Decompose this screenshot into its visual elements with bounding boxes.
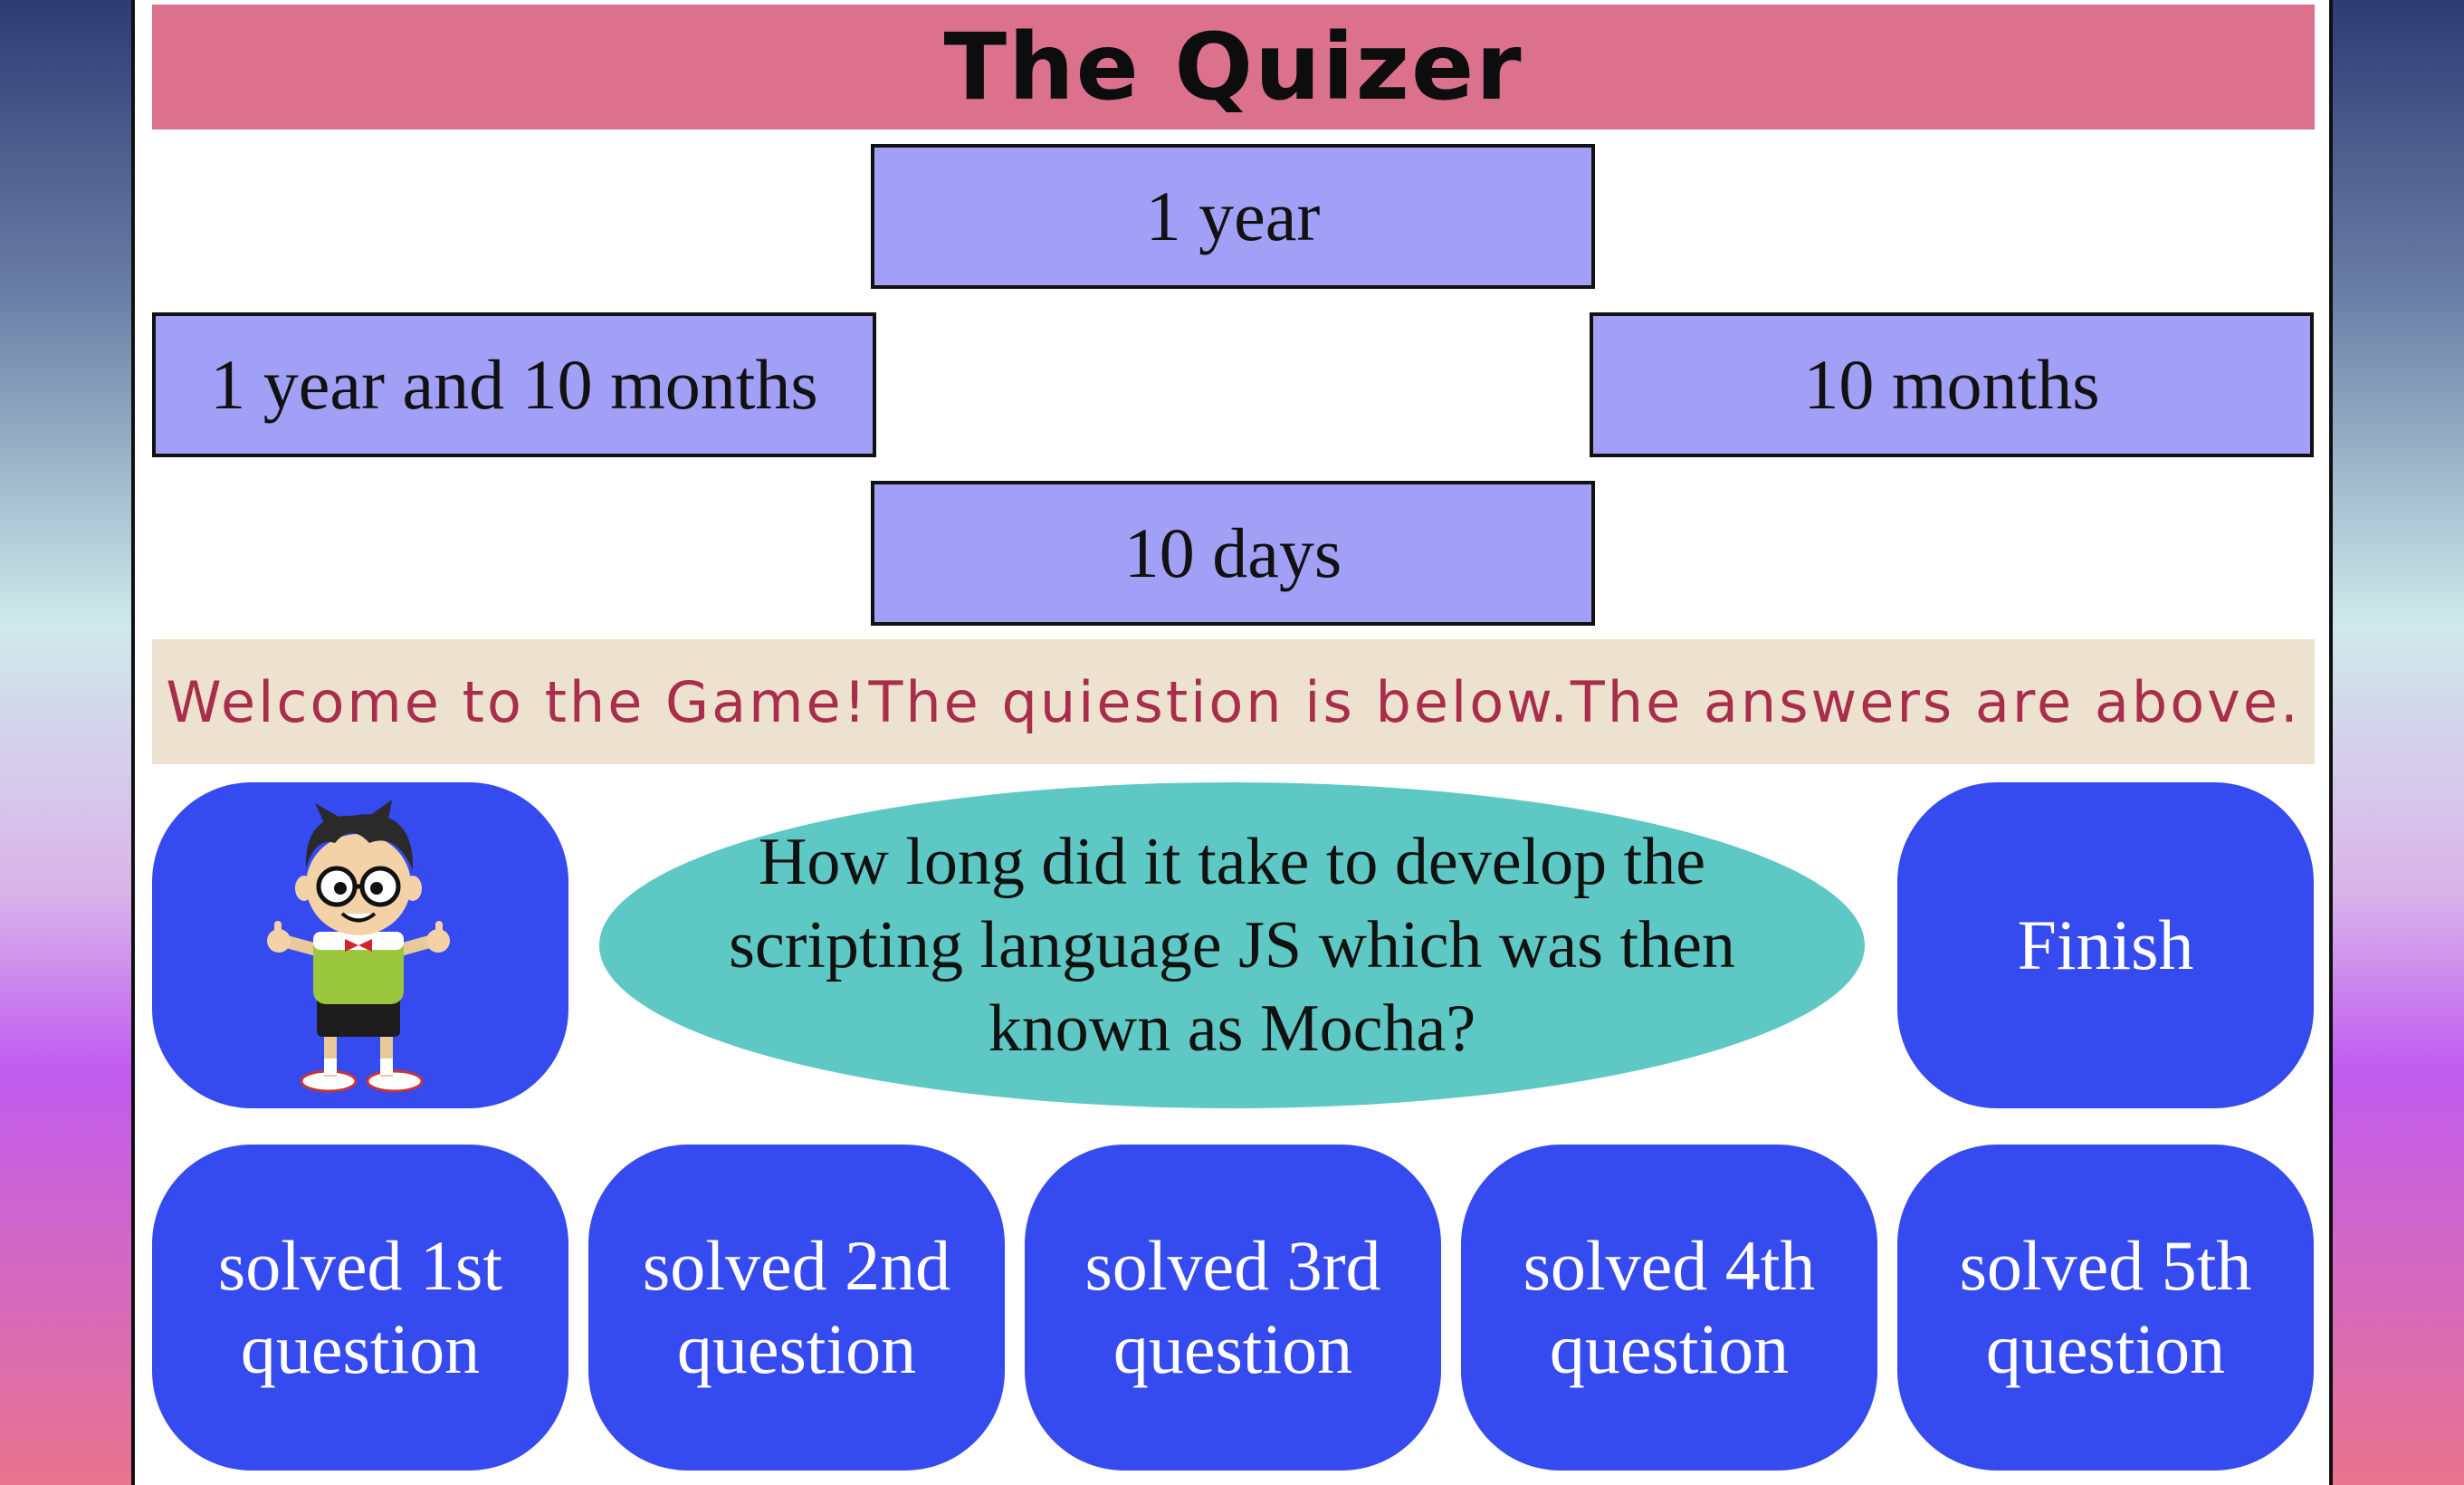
answer-top[interactable]: 1 year: [871, 144, 1595, 289]
progress-badge-2: solved 2nd question: [588, 1145, 1005, 1471]
question-text: How long did it take to develop the scri…: [729, 825, 1735, 1066]
progress-badge-5: solved 5th question: [1897, 1145, 2314, 1471]
progress-badge-label: question: [1985, 1309, 2226, 1388]
welcome-message: Welcome to the Game!The quiestion is bel…: [166, 668, 2301, 735]
progress-badge-label: question: [1113, 1309, 1353, 1388]
progress-badge-label: solved 3rd: [1084, 1226, 1381, 1305]
answer-bottom[interactable]: 10 days: [871, 481, 1595, 626]
progress-badge-label: solved 4th: [1523, 1226, 1816, 1305]
progress-badge-4: solved 4th question: [1461, 1145, 1877, 1471]
answer-left[interactable]: 1 year and 10 months: [152, 312, 876, 457]
progress-badge-3: solved 3rd question: [1025, 1145, 1441, 1471]
progress-badge-1: solved 1st question: [152, 1145, 568, 1471]
progress-badge-label: solved 1st: [217, 1226, 503, 1305]
progress-badge-label: solved 5th: [1959, 1226, 2252, 1305]
progress-badge-label: question: [1549, 1309, 1790, 1388]
progress-badge-label: question: [676, 1309, 917, 1388]
answer-right[interactable]: 10 months: [1590, 312, 2314, 457]
question-bubble: How long did it take to develop the scri…: [599, 782, 1865, 1108]
finish-button[interactable]: Finish: [1897, 782, 2314, 1108]
progress-badge-label: question: [240, 1309, 481, 1388]
progress-badge-label: solved 2nd: [642, 1226, 951, 1305]
game-title: The Quizer: [943, 13, 1523, 121]
welcome-banner: Welcome to the Game!The quiestion is bel…: [152, 639, 2315, 764]
avatar-tile: [152, 782, 568, 1108]
cartoon-boy-icon: [267, 800, 450, 1093]
title-bar: The Quizer: [152, 5, 2315, 129]
